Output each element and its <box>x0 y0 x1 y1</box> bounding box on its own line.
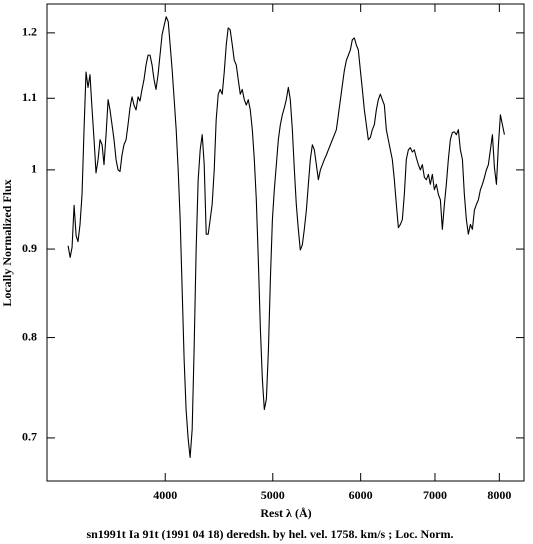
x-tick-label: 4000 <box>153 488 177 502</box>
y-tick-label: 1 <box>31 162 37 176</box>
y-tick-label: 0.8 <box>22 329 37 343</box>
x-tick-label: 5000 <box>261 488 285 502</box>
x-tick-label: 6000 <box>349 488 373 502</box>
spectrum-line <box>67 16 505 459</box>
y-tick-label: 0.7 <box>22 430 37 444</box>
y-axis-label: Locally Normalized Flux <box>0 179 14 306</box>
y-tick-label: 1.1 <box>22 90 37 104</box>
y-tick-label: 1.2 <box>22 25 37 39</box>
plot-frame <box>46 3 525 482</box>
chart-title: sn1991t Ia 91t (1991 04 18) deredsh. by … <box>86 527 453 541</box>
x-tick-label: 8000 <box>487 488 511 502</box>
y-tick-label: 0.9 <box>22 241 37 255</box>
x-tick-label: 7000 <box>423 488 447 502</box>
x-axis-label: Rest λ (Å) <box>260 506 311 520</box>
